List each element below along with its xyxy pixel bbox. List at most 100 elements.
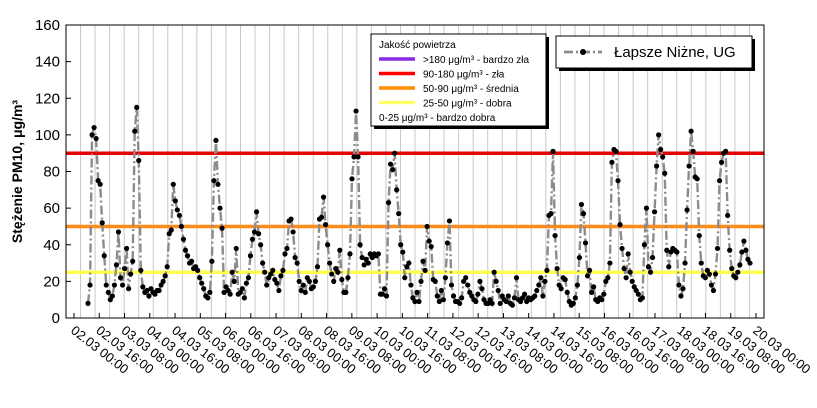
- y-tick-label: 0: [52, 310, 60, 327]
- y-tick-label: 160: [35, 17, 60, 34]
- data-point: [532, 293, 538, 299]
- data-point: [605, 275, 611, 281]
- data-point: [609, 159, 615, 165]
- data-point: [300, 282, 306, 288]
- data-point: [420, 258, 426, 264]
- data-point: [641, 242, 648, 248]
- data-point: [121, 265, 128, 272]
- data-point: [170, 181, 176, 187]
- data-point: [97, 181, 103, 187]
- data-point: [207, 289, 213, 295]
- data-point: [197, 275, 203, 281]
- data-point: [564, 289, 570, 295]
- data-point: [613, 148, 619, 154]
- data-point: [716, 178, 723, 184]
- data-point: [247, 253, 254, 259]
- data-point: [201, 286, 207, 292]
- data-point: [422, 267, 428, 273]
- data-point: [93, 135, 99, 142]
- data-point: [627, 269, 633, 275]
- data-point: [260, 260, 266, 266]
- data-point: [684, 207, 690, 213]
- data-point: [645, 264, 652, 270]
- data-point: [85, 300, 91, 306]
- data-point: [578, 201, 585, 208]
- data-point: [509, 302, 516, 308]
- data-point: [418, 278, 424, 284]
- data-point: [99, 220, 105, 226]
- data-point: [156, 287, 162, 294]
- data-point: [294, 260, 300, 266]
- data-point: [361, 262, 367, 268]
- data-point: [306, 278, 312, 284]
- data-point: [335, 269, 341, 275]
- data-point: [623, 275, 629, 281]
- data-point: [227, 291, 233, 297]
- data-point: [434, 293, 440, 299]
- data-point: [241, 295, 247, 301]
- data-point: [288, 216, 294, 222]
- data-point: [255, 231, 262, 237]
- data-point: [353, 108, 359, 114]
- data-point: [375, 251, 381, 257]
- data-point: [680, 286, 686, 292]
- data-point: [162, 273, 168, 279]
- data-point: [233, 245, 239, 252]
- data-point: [586, 267, 593, 273]
- data-point: [215, 181, 221, 187]
- y-tick-label: 140: [35, 54, 60, 71]
- data-point: [617, 222, 623, 228]
- data-point: [450, 293, 457, 299]
- data-point: [698, 260, 704, 266]
- data-point: [465, 282, 471, 288]
- data-point: [383, 293, 390, 299]
- data-point: [101, 253, 107, 259]
- data-point: [390, 167, 396, 173]
- data-point: [696, 232, 702, 239]
- data-point: [320, 194, 327, 200]
- data-point: [262, 269, 268, 275]
- data-point: [213, 137, 219, 143]
- y-tick-label: 60: [43, 200, 60, 217]
- data-point: [276, 287, 282, 294]
- data-point: [402, 275, 408, 281]
- data-point: [491, 269, 497, 275]
- data-point: [503, 298, 509, 305]
- data-point: [540, 293, 546, 299]
- data-point: [396, 211, 402, 217]
- data-point: [723, 148, 729, 154]
- data-point: [448, 282, 455, 288]
- data-point: [589, 289, 595, 295]
- data-point: [477, 278, 483, 284]
- data-point: [355, 154, 361, 160]
- data-point: [325, 242, 331, 248]
- data-point: [239, 286, 245, 292]
- data-point: [387, 161, 394, 167]
- data-point: [160, 278, 166, 284]
- data-point: [229, 269, 235, 275]
- data-point: [176, 212, 182, 219]
- data-point: [414, 289, 420, 295]
- data-point: [424, 223, 430, 230]
- data-point: [89, 132, 95, 138]
- data-point: [211, 178, 217, 184]
- data-point: [662, 170, 668, 176]
- y-tick-label: 40: [43, 237, 60, 254]
- data-point: [446, 218, 453, 224]
- data-point: [339, 276, 345, 283]
- data-point: [217, 205, 223, 211]
- data-point: [264, 282, 270, 288]
- y-axis: 0 20 40 60 80 100 120 140 160: [35, 17, 71, 327]
- data-point: [570, 300, 576, 306]
- data-point: [298, 287, 304, 294]
- data-point: [475, 291, 481, 297]
- data-point: [113, 262, 120, 268]
- data-point: [123, 245, 130, 252]
- data-point: [398, 242, 404, 248]
- data-point: [479, 286, 485, 292]
- series-legend-marker: [580, 49, 586, 55]
- data-point: [706, 271, 712, 277]
- data-point: [438, 287, 444, 294]
- data-point: [459, 295, 465, 301]
- data-point: [105, 289, 111, 295]
